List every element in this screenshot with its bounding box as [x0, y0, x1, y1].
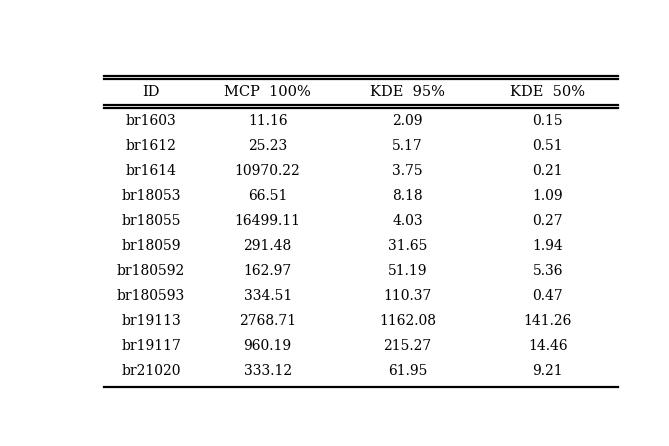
Text: KDE  95%: KDE 95% — [370, 85, 445, 99]
Text: 333.12: 333.12 — [244, 363, 292, 378]
Text: 291.48: 291.48 — [244, 239, 292, 253]
Text: br1612: br1612 — [126, 139, 177, 153]
Text: 31.65: 31.65 — [388, 239, 427, 253]
Text: 1.94: 1.94 — [533, 239, 563, 253]
Text: 3.75: 3.75 — [392, 164, 423, 178]
Text: 4.03: 4.03 — [392, 214, 423, 227]
Text: 0.21: 0.21 — [533, 164, 563, 178]
Text: 162.97: 162.97 — [244, 264, 292, 278]
Text: 14.46: 14.46 — [528, 339, 567, 353]
Text: 1.09: 1.09 — [533, 189, 563, 202]
Text: br180593: br180593 — [117, 289, 185, 303]
Text: MCP  100%: MCP 100% — [224, 85, 311, 99]
Text: 141.26: 141.26 — [523, 314, 572, 328]
Text: br21020: br21020 — [121, 363, 181, 378]
Text: 0.47: 0.47 — [533, 289, 563, 303]
Text: 16499.11: 16499.11 — [235, 214, 300, 227]
Text: 11.16: 11.16 — [248, 114, 288, 128]
Text: 334.51: 334.51 — [244, 289, 292, 303]
Text: 5.36: 5.36 — [533, 264, 563, 278]
Text: 8.18: 8.18 — [392, 189, 423, 202]
Text: br1614: br1614 — [126, 164, 177, 178]
Text: ID: ID — [142, 85, 160, 99]
Text: 0.27: 0.27 — [533, 214, 563, 227]
Text: 0.15: 0.15 — [533, 114, 563, 128]
Text: br19117: br19117 — [121, 339, 181, 353]
Text: br19113: br19113 — [121, 314, 181, 328]
Text: 0.51: 0.51 — [533, 139, 563, 153]
Text: 1162.08: 1162.08 — [379, 314, 436, 328]
Text: 51.19: 51.19 — [388, 264, 427, 278]
Text: 61.95: 61.95 — [388, 363, 427, 378]
Text: br180592: br180592 — [117, 264, 185, 278]
Text: br1603: br1603 — [126, 114, 177, 128]
Text: 9.21: 9.21 — [533, 363, 563, 378]
Text: 66.51: 66.51 — [248, 189, 288, 202]
Text: 5.17: 5.17 — [392, 139, 423, 153]
Text: 10970.22: 10970.22 — [235, 164, 300, 178]
Text: br18059: br18059 — [121, 239, 181, 253]
Text: 215.27: 215.27 — [383, 339, 432, 353]
Text: 25.23: 25.23 — [248, 139, 287, 153]
Text: 2768.71: 2768.71 — [239, 314, 296, 328]
Text: 2.09: 2.09 — [393, 114, 423, 128]
Text: 960.19: 960.19 — [244, 339, 292, 353]
Text: 110.37: 110.37 — [383, 289, 432, 303]
Text: br18053: br18053 — [121, 189, 181, 202]
Text: KDE  50%: KDE 50% — [510, 85, 585, 99]
Text: br18055: br18055 — [121, 214, 181, 227]
